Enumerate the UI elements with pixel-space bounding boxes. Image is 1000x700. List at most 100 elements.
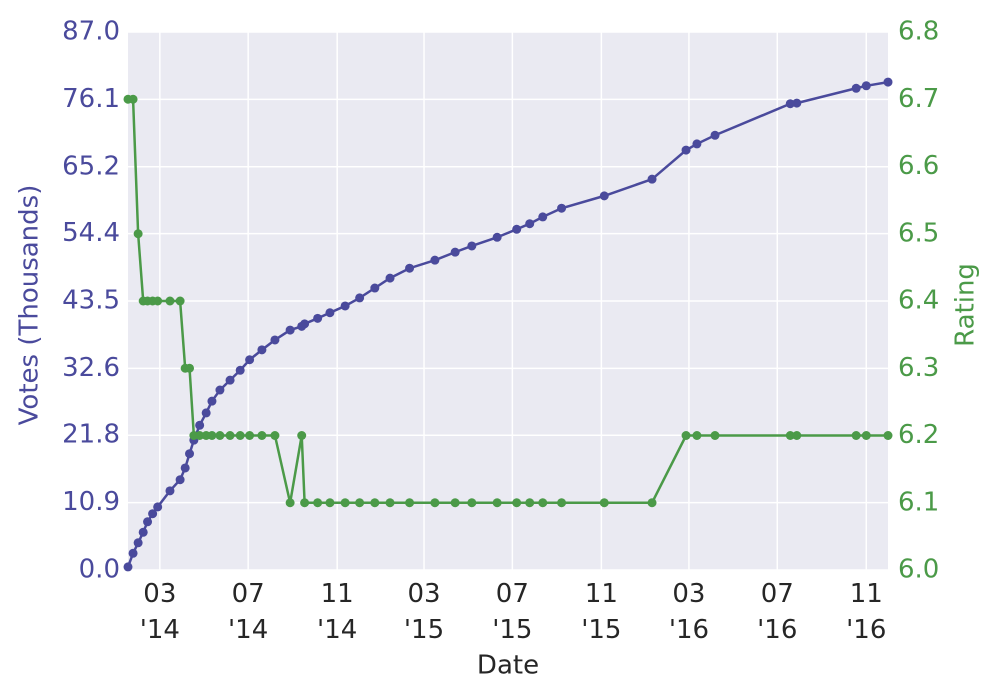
data-point (257, 431, 267, 440)
data-point (235, 365, 245, 375)
data-point (180, 463, 190, 473)
y-tick-label: 76.1 (62, 84, 120, 114)
data-point (647, 174, 657, 184)
data-point (355, 498, 365, 508)
y2-axis-label: Rating (951, 263, 981, 347)
data-point (257, 345, 267, 355)
y-tick-label: 87.0 (62, 17, 120, 47)
data-point (175, 475, 185, 485)
y2-tick-label: 6.8 (898, 17, 939, 47)
data-point (492, 232, 502, 242)
data-point (710, 130, 720, 140)
data-point (681, 431, 691, 440)
data-point (270, 431, 280, 440)
data-point (467, 241, 477, 251)
y-axis-label: Votes (Thousands) (15, 185, 45, 426)
data-point (300, 498, 310, 508)
data-point (692, 431, 702, 440)
data-point (325, 498, 335, 508)
y-tick-label: 65.2 (62, 151, 120, 181)
data-point (313, 313, 323, 323)
data-point (861, 81, 871, 91)
data-point (525, 219, 535, 229)
x-tick-label: 07 '14 (228, 579, 269, 645)
data-point (195, 431, 205, 440)
y-tick-label: 32.6 (62, 353, 120, 383)
data-point (148, 509, 158, 519)
y2-tick-label: 6.7 (898, 84, 939, 114)
data-point (681, 145, 691, 155)
data-point (153, 296, 163, 306)
data-point (512, 498, 522, 508)
data-point (538, 212, 548, 222)
data-point (225, 431, 235, 440)
x-tick-label: 11 '15 (581, 579, 622, 645)
data-point (599, 498, 609, 508)
data-point (385, 273, 395, 283)
data-point (297, 431, 307, 440)
y2-tick-label: 6.2 (898, 420, 939, 450)
y-tick-label: 21.8 (62, 420, 120, 450)
data-point (128, 94, 138, 104)
x-tick-label: 03 '16 (668, 579, 710, 645)
x-tick-label: 11 '16 (846, 579, 887, 645)
data-point (133, 229, 143, 239)
data-point (143, 517, 153, 527)
data-point (450, 247, 460, 257)
data-point (851, 431, 861, 440)
data-point (245, 431, 255, 440)
data-point (285, 325, 295, 335)
data-point (861, 431, 871, 440)
data-point (355, 293, 365, 303)
data-point (792, 98, 802, 108)
data-point (785, 431, 795, 440)
x-tick-label: 03 '14 (139, 579, 180, 645)
data-point (557, 498, 567, 508)
data-point (512, 224, 522, 234)
data-point (123, 562, 133, 572)
data-point (313, 498, 323, 508)
data-point (851, 83, 861, 93)
y2-tick-label: 6.1 (898, 487, 939, 517)
data-point (692, 139, 702, 149)
data-point (430, 255, 440, 265)
data-point (207, 396, 217, 406)
data-point (340, 301, 350, 311)
data-point (185, 449, 195, 459)
data-point (215, 385, 225, 395)
data-point (647, 498, 657, 508)
data-point (785, 99, 795, 109)
data-point (599, 191, 609, 201)
data-point (225, 375, 235, 385)
data-point (467, 498, 477, 508)
x-tick-label: 07 '15 (492, 579, 533, 645)
data-point (340, 498, 350, 508)
data-point (325, 308, 335, 318)
data-point (370, 283, 380, 293)
data-point (792, 431, 802, 440)
data-point (165, 486, 175, 496)
x-axis-label: Date (477, 651, 539, 681)
data-point (405, 263, 415, 273)
x-tick-label: 03 '15 (403, 579, 445, 645)
x-tick-label: 11 '14 (317, 579, 358, 645)
data-point (201, 408, 211, 418)
y2-tick-label: 6.5 (898, 218, 939, 248)
y-tick-label: 0.0 (79, 555, 120, 585)
data-point (557, 203, 567, 213)
data-point (175, 296, 185, 306)
y2-tick-label: 6.4 (898, 286, 939, 316)
data-point (285, 498, 295, 508)
data-point (430, 498, 440, 508)
data-point (710, 431, 720, 440)
data-point (405, 498, 415, 508)
data-point (138, 527, 148, 537)
data-point (195, 420, 205, 430)
data-point (300, 319, 310, 329)
x-tick-label: 07 '16 (757, 579, 798, 645)
y-tick-label: 54.4 (62, 218, 120, 248)
y2-tick-label: 6.3 (898, 353, 939, 383)
data-point (883, 431, 893, 440)
